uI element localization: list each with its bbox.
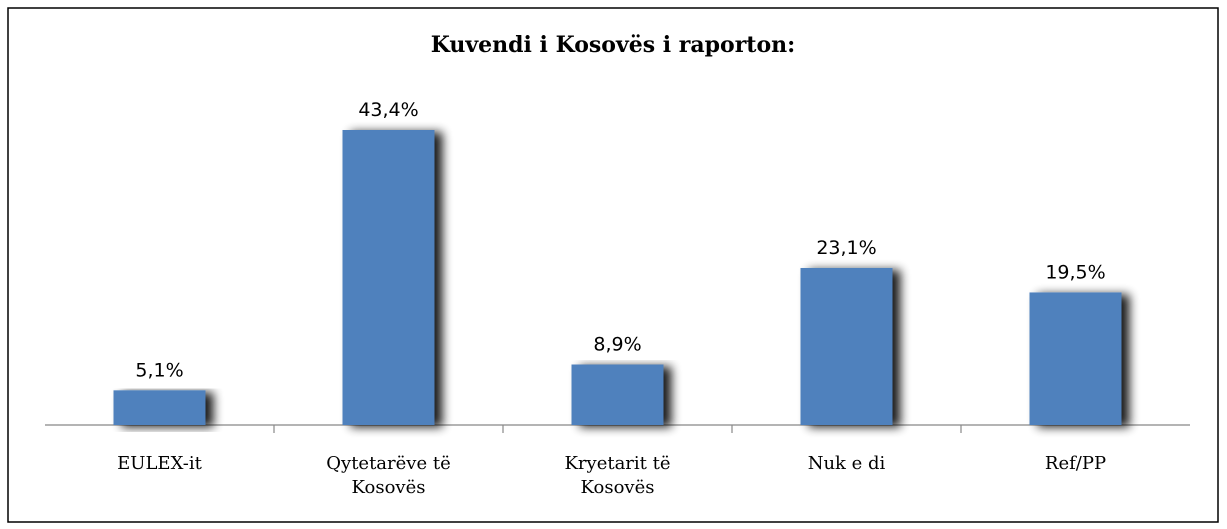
value-label: 43,4%: [358, 99, 418, 121]
bar: [113, 390, 206, 425]
x-tick-label: Ref/PP: [1044, 453, 1107, 474]
bar: [1029, 292, 1122, 425]
bar: [571, 364, 664, 425]
x-tick-label: Kryetarit të Kosovës: [564, 453, 671, 498]
chart-border: [7, 7, 1219, 523]
bar: [800, 267, 893, 425]
value-label: 8,9%: [593, 334, 641, 356]
x-tick-label: Qytetarëve të Kosovës: [326, 453, 451, 498]
bar: [342, 130, 435, 425]
value-label: 5,1%: [135, 359, 183, 381]
x-tick-label: EULEX-it: [117, 453, 202, 474]
value-label: 19,5%: [1045, 261, 1105, 283]
chart-title: Kuvendi i Kosovës i raporton:: [431, 32, 795, 58]
value-label: 23,1%: [816, 237, 876, 259]
x-tick-label: Nuk e di: [807, 453, 886, 474]
